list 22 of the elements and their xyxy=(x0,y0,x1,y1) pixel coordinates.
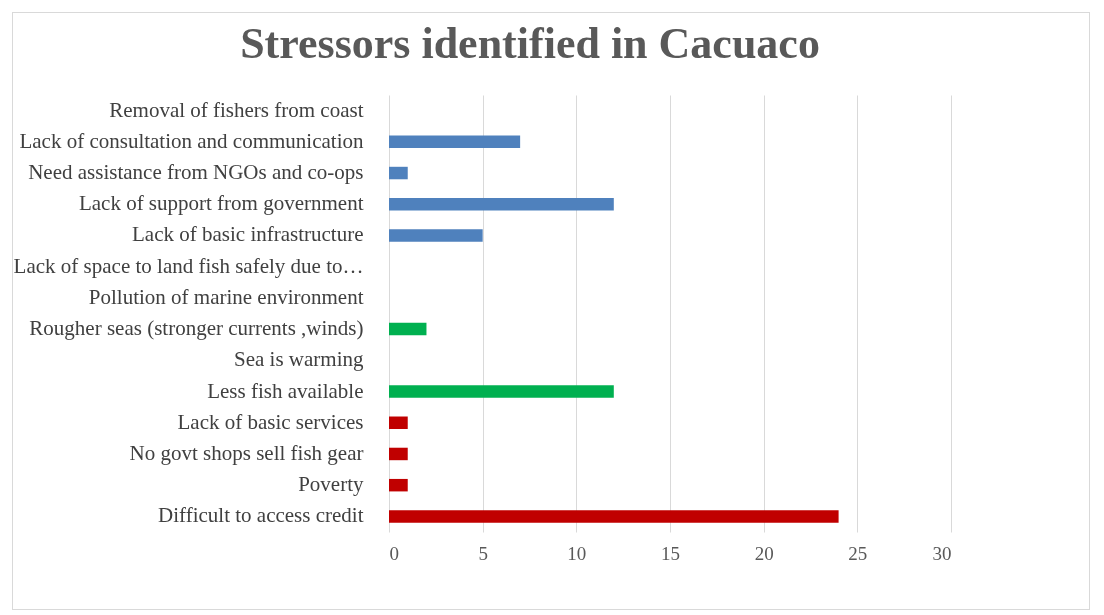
y-tick-label: Lack of consultation and communication xyxy=(19,128,364,153)
x-tick-label: 10 xyxy=(567,542,587,564)
x-tick-label: 30 xyxy=(932,542,952,564)
y-tick-label: Rougher seas (stronger currents ,winds) xyxy=(29,316,364,341)
y-tick-label: Less fish available xyxy=(207,378,364,403)
x-tick-label: 20 xyxy=(754,542,774,564)
y-tick-label: Removal of fishers from coast xyxy=(109,97,364,122)
y-tick-label: Lack of support from government xyxy=(78,191,364,216)
y-tick-label: Poverty xyxy=(298,472,364,497)
y-tick-label: Need assistance from NGOs and co-ops xyxy=(28,160,364,185)
x-tick-label: 0 xyxy=(389,542,399,564)
y-tick-label: Pollution of marine environment xyxy=(88,284,364,309)
x-tick-label: 5 xyxy=(478,542,488,564)
y-tick-label: Lack of space to land fish safely due to… xyxy=(13,253,364,278)
y-tick-label: Lack of basic infrastructure xyxy=(132,222,364,247)
x-tick-label: 15 xyxy=(661,542,680,564)
y-tick-label: Sea is warming xyxy=(234,347,364,372)
chart-title: Stressors identified in Cacuaco xyxy=(240,19,820,68)
y-tick-label: No govt shops sell fish gear xyxy=(129,440,364,465)
y-tick-label: Lack of basic services xyxy=(177,409,364,434)
x-tick-label: 25 xyxy=(848,542,868,564)
y-tick-label: Difficult to access credit xyxy=(158,503,364,528)
